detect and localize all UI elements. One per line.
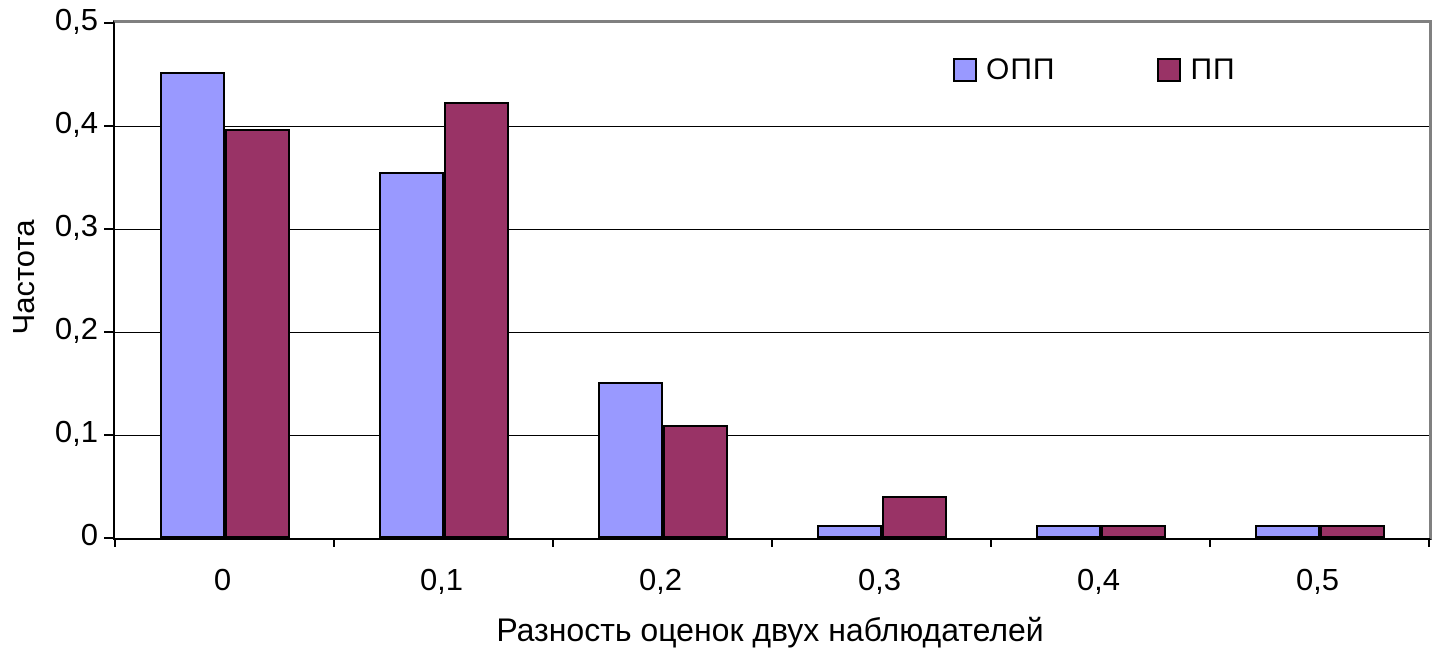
bar-ОПП-0,3	[816, 525, 882, 538]
y-tick-label: 0,1	[54, 414, 98, 449]
x-tick-label: 0,3	[857, 562, 902, 597]
x-axis-tick	[771, 538, 773, 547]
legend-swatch-pp	[1157, 58, 1182, 82]
y-axis-tick	[104, 331, 113, 333]
bar-ОПП-0,5	[1254, 525, 1320, 538]
bar-ОПП-0,2	[597, 382, 663, 538]
legend-label-pp: ПП	[1190, 53, 1236, 86]
x-axis-tick	[114, 538, 116, 547]
gridline	[115, 126, 1429, 127]
y-tick-label: 0,4	[54, 105, 98, 140]
y-tick-label: 0,5	[54, 2, 98, 37]
bar-ПП-0,3	[881, 496, 947, 538]
legend-swatch-opp	[953, 58, 977, 82]
x-axis-title: Разность оценок двух наблюдателей	[496, 612, 1044, 648]
y-axis-tick	[104, 228, 113, 230]
bar-ОПП-0	[159, 72, 225, 538]
bar-ОПП-0,1	[378, 172, 444, 538]
bar-ОПП-0,4	[1035, 525, 1101, 538]
bar-ПП-0	[224, 129, 290, 538]
legend-item-pp: ПП	[1157, 55, 1235, 85]
x-axis-tick	[1428, 538, 1430, 547]
x-tick-label: 0,5	[1295, 562, 1340, 597]
x-axis-tick	[333, 538, 335, 547]
y-axis-tick	[104, 537, 113, 539]
bar-ПП-0,4	[1100, 525, 1166, 538]
x-tick-label: 0	[213, 562, 232, 597]
x-axis-tick	[552, 538, 554, 547]
bar-ПП-0,2	[662, 425, 728, 538]
legend-item-opp: ОПП	[953, 55, 1055, 85]
y-axis-title: Частота	[6, 219, 41, 335]
x-tick-label: 0,1	[419, 562, 464, 597]
plot-area	[104, 20, 1432, 547]
x-axis-tick	[990, 538, 992, 547]
y-axis-tick	[104, 22, 113, 24]
gridline	[115, 435, 1429, 436]
bar-ПП-0,1	[443, 102, 509, 538]
y-axis-tick	[104, 125, 113, 127]
y-tick-label: 0	[80, 517, 98, 552]
gridline	[115, 229, 1429, 230]
bar-ПП-0,5	[1319, 525, 1385, 538]
y-tick-label: 0,2	[54, 311, 98, 346]
y-axis-tick	[104, 434, 113, 436]
legend: ОПП ПП	[953, 55, 1236, 85]
x-axis-tick	[1209, 538, 1211, 547]
y-tick-label: 0,3	[54, 208, 98, 243]
gridline	[115, 332, 1429, 333]
x-tick-label: 0,4	[1076, 562, 1121, 597]
legend-label-opp: ОПП	[986, 53, 1056, 86]
x-tick-label: 0,2	[638, 562, 683, 597]
